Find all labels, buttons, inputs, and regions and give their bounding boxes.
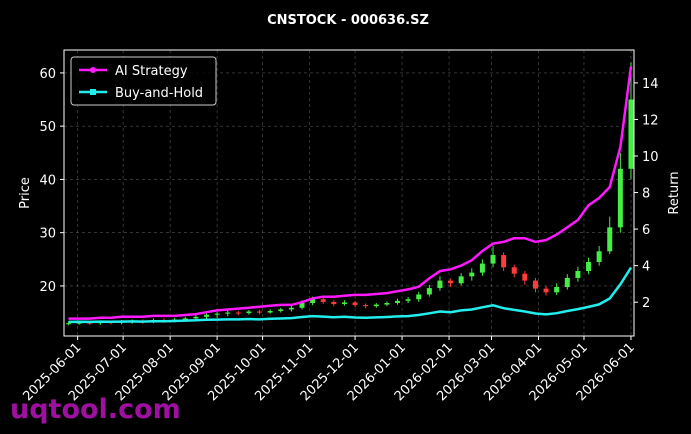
candle-body [182, 318, 188, 320]
y-tick-label: 30 [39, 227, 56, 242]
candle-body [395, 300, 401, 303]
candle-body [288, 307, 294, 310]
candle-body [363, 305, 369, 307]
candle-body [532, 280, 538, 289]
candle-body [225, 312, 231, 314]
candle-body [490, 255, 496, 264]
candle-body [373, 304, 379, 307]
candle-body [278, 309, 284, 311]
legend-marker [90, 89, 96, 95]
candle-body [214, 313, 220, 315]
candle-body [501, 255, 507, 268]
candle-body [469, 272, 475, 277]
candle-body [437, 280, 443, 289]
candle-body [204, 314, 209, 317]
candle-body [426, 288, 432, 295]
candle-body [87, 322, 93, 324]
candle-body [479, 263, 485, 273]
watermark: uqtool.com [10, 394, 181, 425]
candle-body [331, 301, 337, 305]
y2-tick-label: 14 [642, 77, 659, 92]
candle-body [522, 273, 528, 281]
candle-body [76, 322, 82, 324]
candle-body [341, 302, 347, 305]
candle-body [246, 311, 252, 314]
y-axis-label: Price [18, 177, 33, 209]
candle-body [607, 227, 613, 252]
candle-body [628, 99, 634, 169]
line-series [68, 266, 633, 324]
chart-title: CNSTOCK - 000636.SZ [267, 13, 429, 28]
candle-body [617, 168, 623, 228]
y2-tick-label: 6 [642, 223, 650, 238]
candle-body [416, 294, 422, 300]
line-series [68, 66, 633, 320]
candle-body [458, 276, 464, 284]
candle-body [596, 251, 602, 262]
candle-body [384, 302, 390, 305]
y-tick-label: 50 [39, 120, 56, 135]
legend-label: AI Strategy [115, 64, 188, 79]
y2-tick-label: 4 [642, 260, 650, 275]
candle-body [575, 271, 581, 278]
candle-body [352, 302, 358, 306]
candle-body [554, 287, 560, 293]
candle-body [405, 299, 411, 301]
candle-body [193, 316, 199, 319]
y2-tick-label: 8 [642, 187, 650, 202]
legend-box [70, 56, 217, 106]
y-tick-label: 20 [39, 280, 56, 295]
candle-body [543, 288, 549, 293]
legend-label: Buy-and-Hold [115, 86, 203, 101]
y2-axis-label: Return [667, 171, 682, 214]
legend-marker [90, 67, 96, 73]
plot-frame [63, 49, 635, 337]
candle-body [235, 312, 241, 314]
candle-body [66, 323, 72, 325]
y2-tick-label: 10 [642, 150, 659, 165]
candle-body [564, 277, 570, 288]
candle-body [586, 261, 592, 272]
candle-body [310, 299, 316, 303]
y-tick-label: 40 [39, 173, 56, 188]
candle-body [257, 311, 263, 313]
y2-tick-label: 2 [642, 296, 650, 311]
candle-body [267, 310, 273, 313]
candle-body [299, 302, 305, 308]
candle-body [448, 280, 454, 284]
y2-tick-label: 12 [642, 113, 659, 128]
candle-body [320, 299, 326, 302]
candle-body [511, 267, 517, 274]
y-tick-label: 60 [39, 67, 56, 82]
